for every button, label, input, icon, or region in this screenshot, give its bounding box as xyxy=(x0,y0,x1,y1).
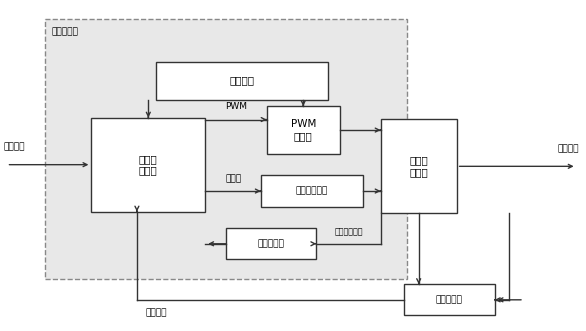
Text: 位置反馈: 位置反馈 xyxy=(146,308,167,317)
Text: 直流电
动舵机: 直流电 动舵机 xyxy=(409,156,428,177)
Bar xyxy=(156,62,328,100)
Text: 电源模块: 电源模块 xyxy=(229,75,254,86)
Text: 电流放大电路: 电流放大电路 xyxy=(296,187,328,196)
Text: 嵌入式
单片机: 嵌入式 单片机 xyxy=(139,154,158,175)
Bar xyxy=(91,118,205,212)
Bar xyxy=(381,119,456,213)
Text: 相电流: 相电流 xyxy=(225,175,241,184)
Text: 信号调理器: 信号调理器 xyxy=(258,239,285,248)
Text: PWM: PWM xyxy=(225,102,247,111)
Text: 指令输入: 指令输入 xyxy=(4,142,25,152)
Bar xyxy=(261,175,363,207)
Bar xyxy=(226,228,316,260)
Text: 位置传感器: 位置传感器 xyxy=(436,295,463,304)
Text: 霍尔元件输出: 霍尔元件输出 xyxy=(334,227,363,237)
Text: PWM
放大器: PWM 放大器 xyxy=(291,119,316,141)
Bar xyxy=(45,19,407,279)
Text: 舵面输出: 舵面输出 xyxy=(558,144,580,153)
Bar xyxy=(404,284,495,315)
Bar xyxy=(267,106,340,154)
Text: 舵机控制器: 舵机控制器 xyxy=(52,27,79,36)
